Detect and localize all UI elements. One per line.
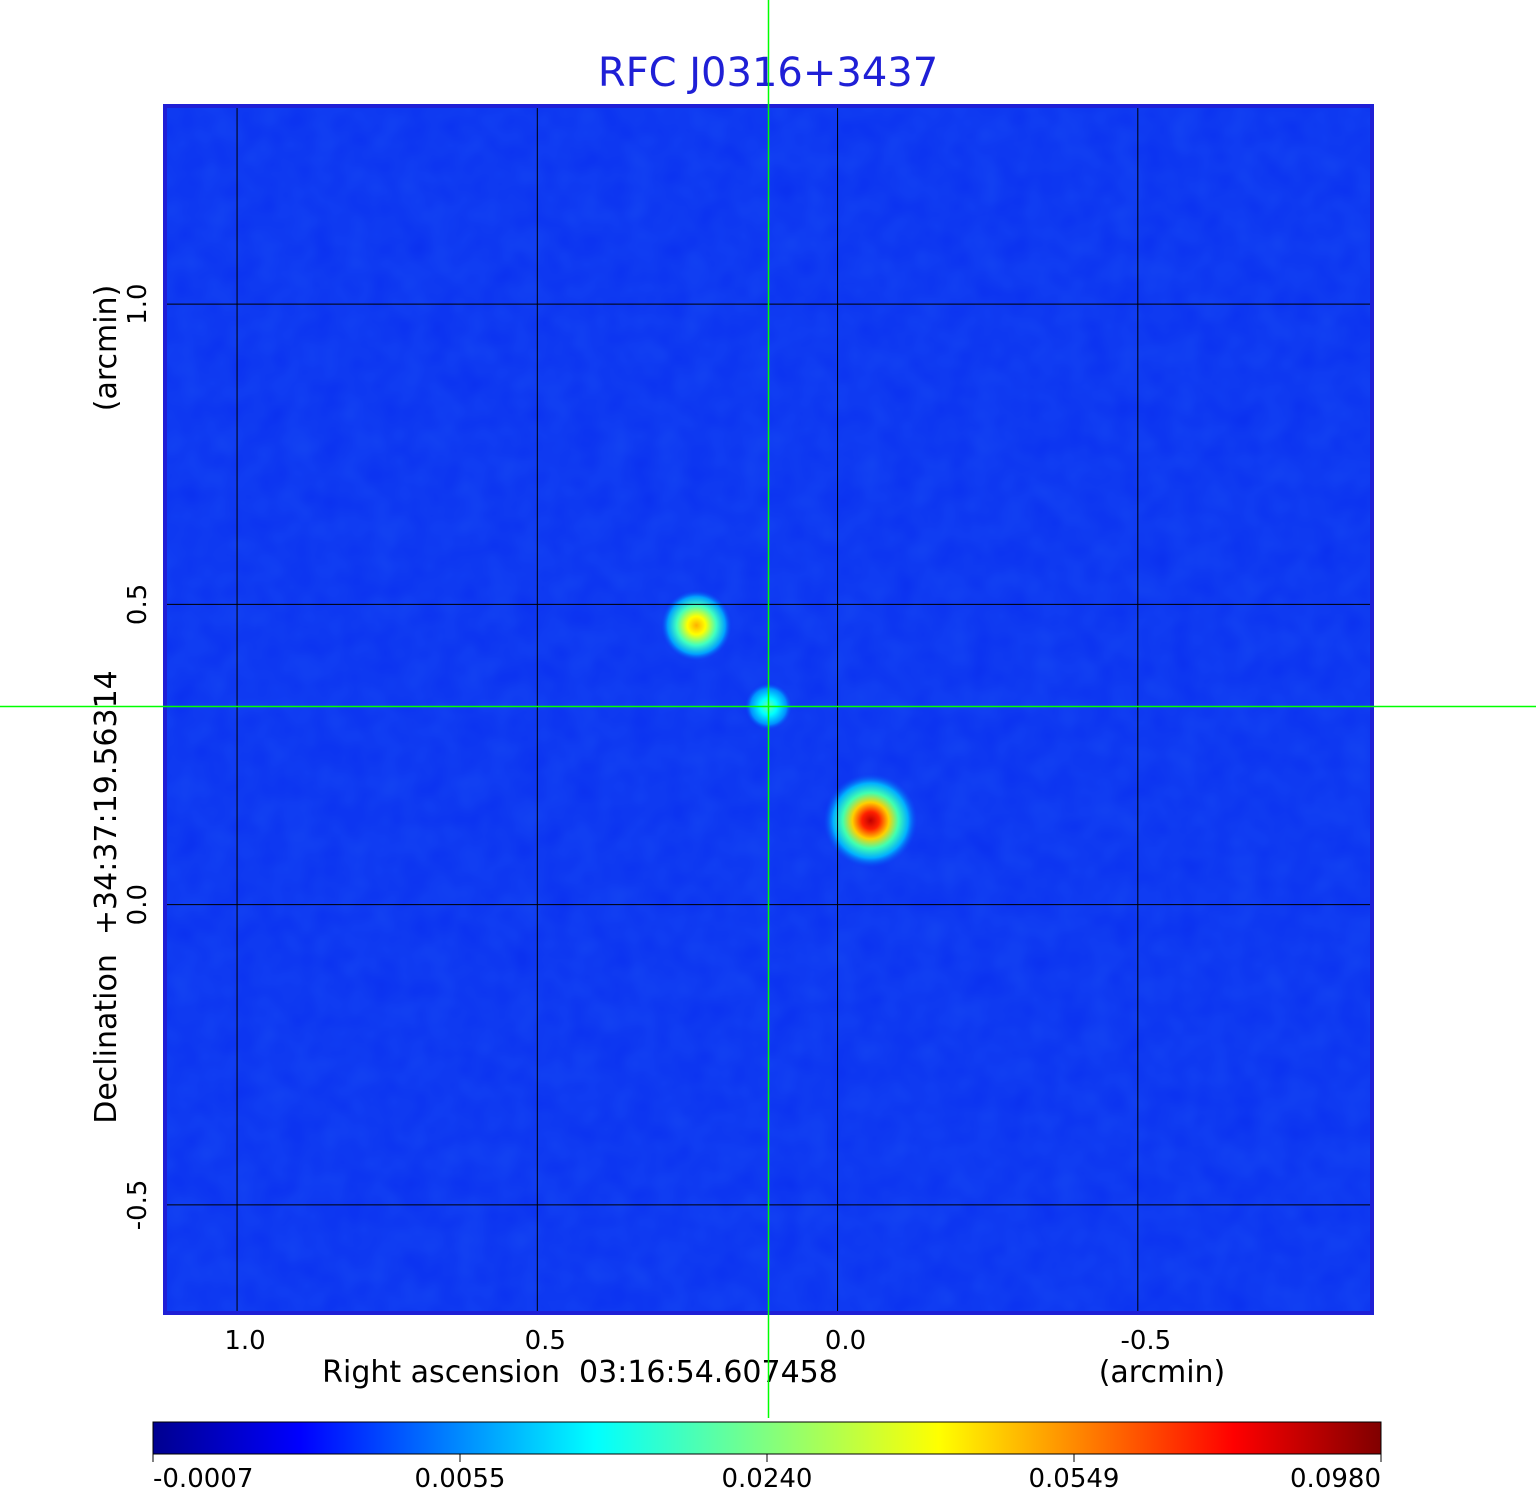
source-layer bbox=[660, 589, 919, 869]
radio-source-3 bbox=[822, 772, 919, 869]
y-tick-label: 1.0 bbox=[123, 283, 153, 324]
x-tick-label: 0.0 bbox=[825, 1326, 866, 1356]
colorbar-tick-label: -0.0007 bbox=[153, 1464, 253, 1494]
y-tick-label: 0.0 bbox=[123, 884, 153, 925]
x-tick-label: 0.5 bbox=[525, 1326, 566, 1356]
y-tick-label: 0.5 bbox=[123, 584, 153, 625]
y-axis-unit: (arcmin) bbox=[89, 285, 124, 412]
colorbar bbox=[152, 1421, 1382, 1455]
colorbar-tick-label: 0.0240 bbox=[722, 1464, 813, 1494]
radio-source-1 bbox=[660, 589, 733, 662]
colorbar-tick-label: 0.0549 bbox=[1029, 1464, 1120, 1494]
y-tick-labels: 1.0 0.5 0.0 -0.5 bbox=[123, 283, 153, 1230]
colorbar-tick-labels: -0.0007 0.0055 0.0240 0.0549 0.0980 bbox=[152, 1454, 1382, 1494]
x-tick-label: -0.5 bbox=[1120, 1326, 1171, 1356]
colorbar-tick-label: 0.0055 bbox=[415, 1464, 506, 1494]
x-axis-label: Right ascension 03:16:54.607458 bbox=[322, 1355, 838, 1390]
x-tick-labels: 1.0 0.5 0.0 -0.5 bbox=[224, 1326, 1171, 1356]
y-tick-label: -0.5 bbox=[123, 1180, 153, 1231]
x-tick-label: 1.0 bbox=[224, 1326, 265, 1356]
y-axis-label: Declination +34:37:19.56314 bbox=[89, 670, 124, 1124]
colorbar-tick-label: 0.0980 bbox=[1290, 1464, 1381, 1494]
x-axis-unit: (arcmin) bbox=[1099, 1355, 1226, 1390]
